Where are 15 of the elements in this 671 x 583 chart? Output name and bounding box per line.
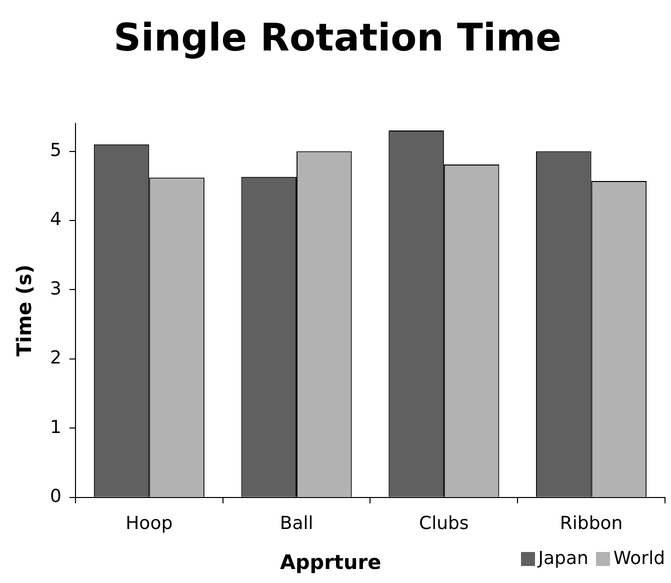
y-tick-label: 2 (50, 348, 62, 369)
y-tick-label: 4 (50, 209, 62, 230)
y-tick-label: 3 (50, 278, 62, 300)
chart-title: Single Rotation Time (114, 16, 562, 60)
y-tick-label: 1 (50, 416, 62, 438)
y-tick-label: 5 (50, 140, 62, 161)
y-tick-label: 0 (50, 486, 62, 508)
x-tick-label: Clubs (419, 512, 469, 534)
x-axis-title: Apprture (280, 550, 382, 574)
x-tick-label: Ribbon (560, 512, 623, 534)
y-axis-title: Time (s) (12, 264, 36, 357)
x-tick-label: Ball (280, 512, 314, 534)
legend-label: Japan (538, 548, 588, 569)
x-tick-label: Hoop (126, 512, 173, 534)
legend-label: World (613, 548, 665, 569)
